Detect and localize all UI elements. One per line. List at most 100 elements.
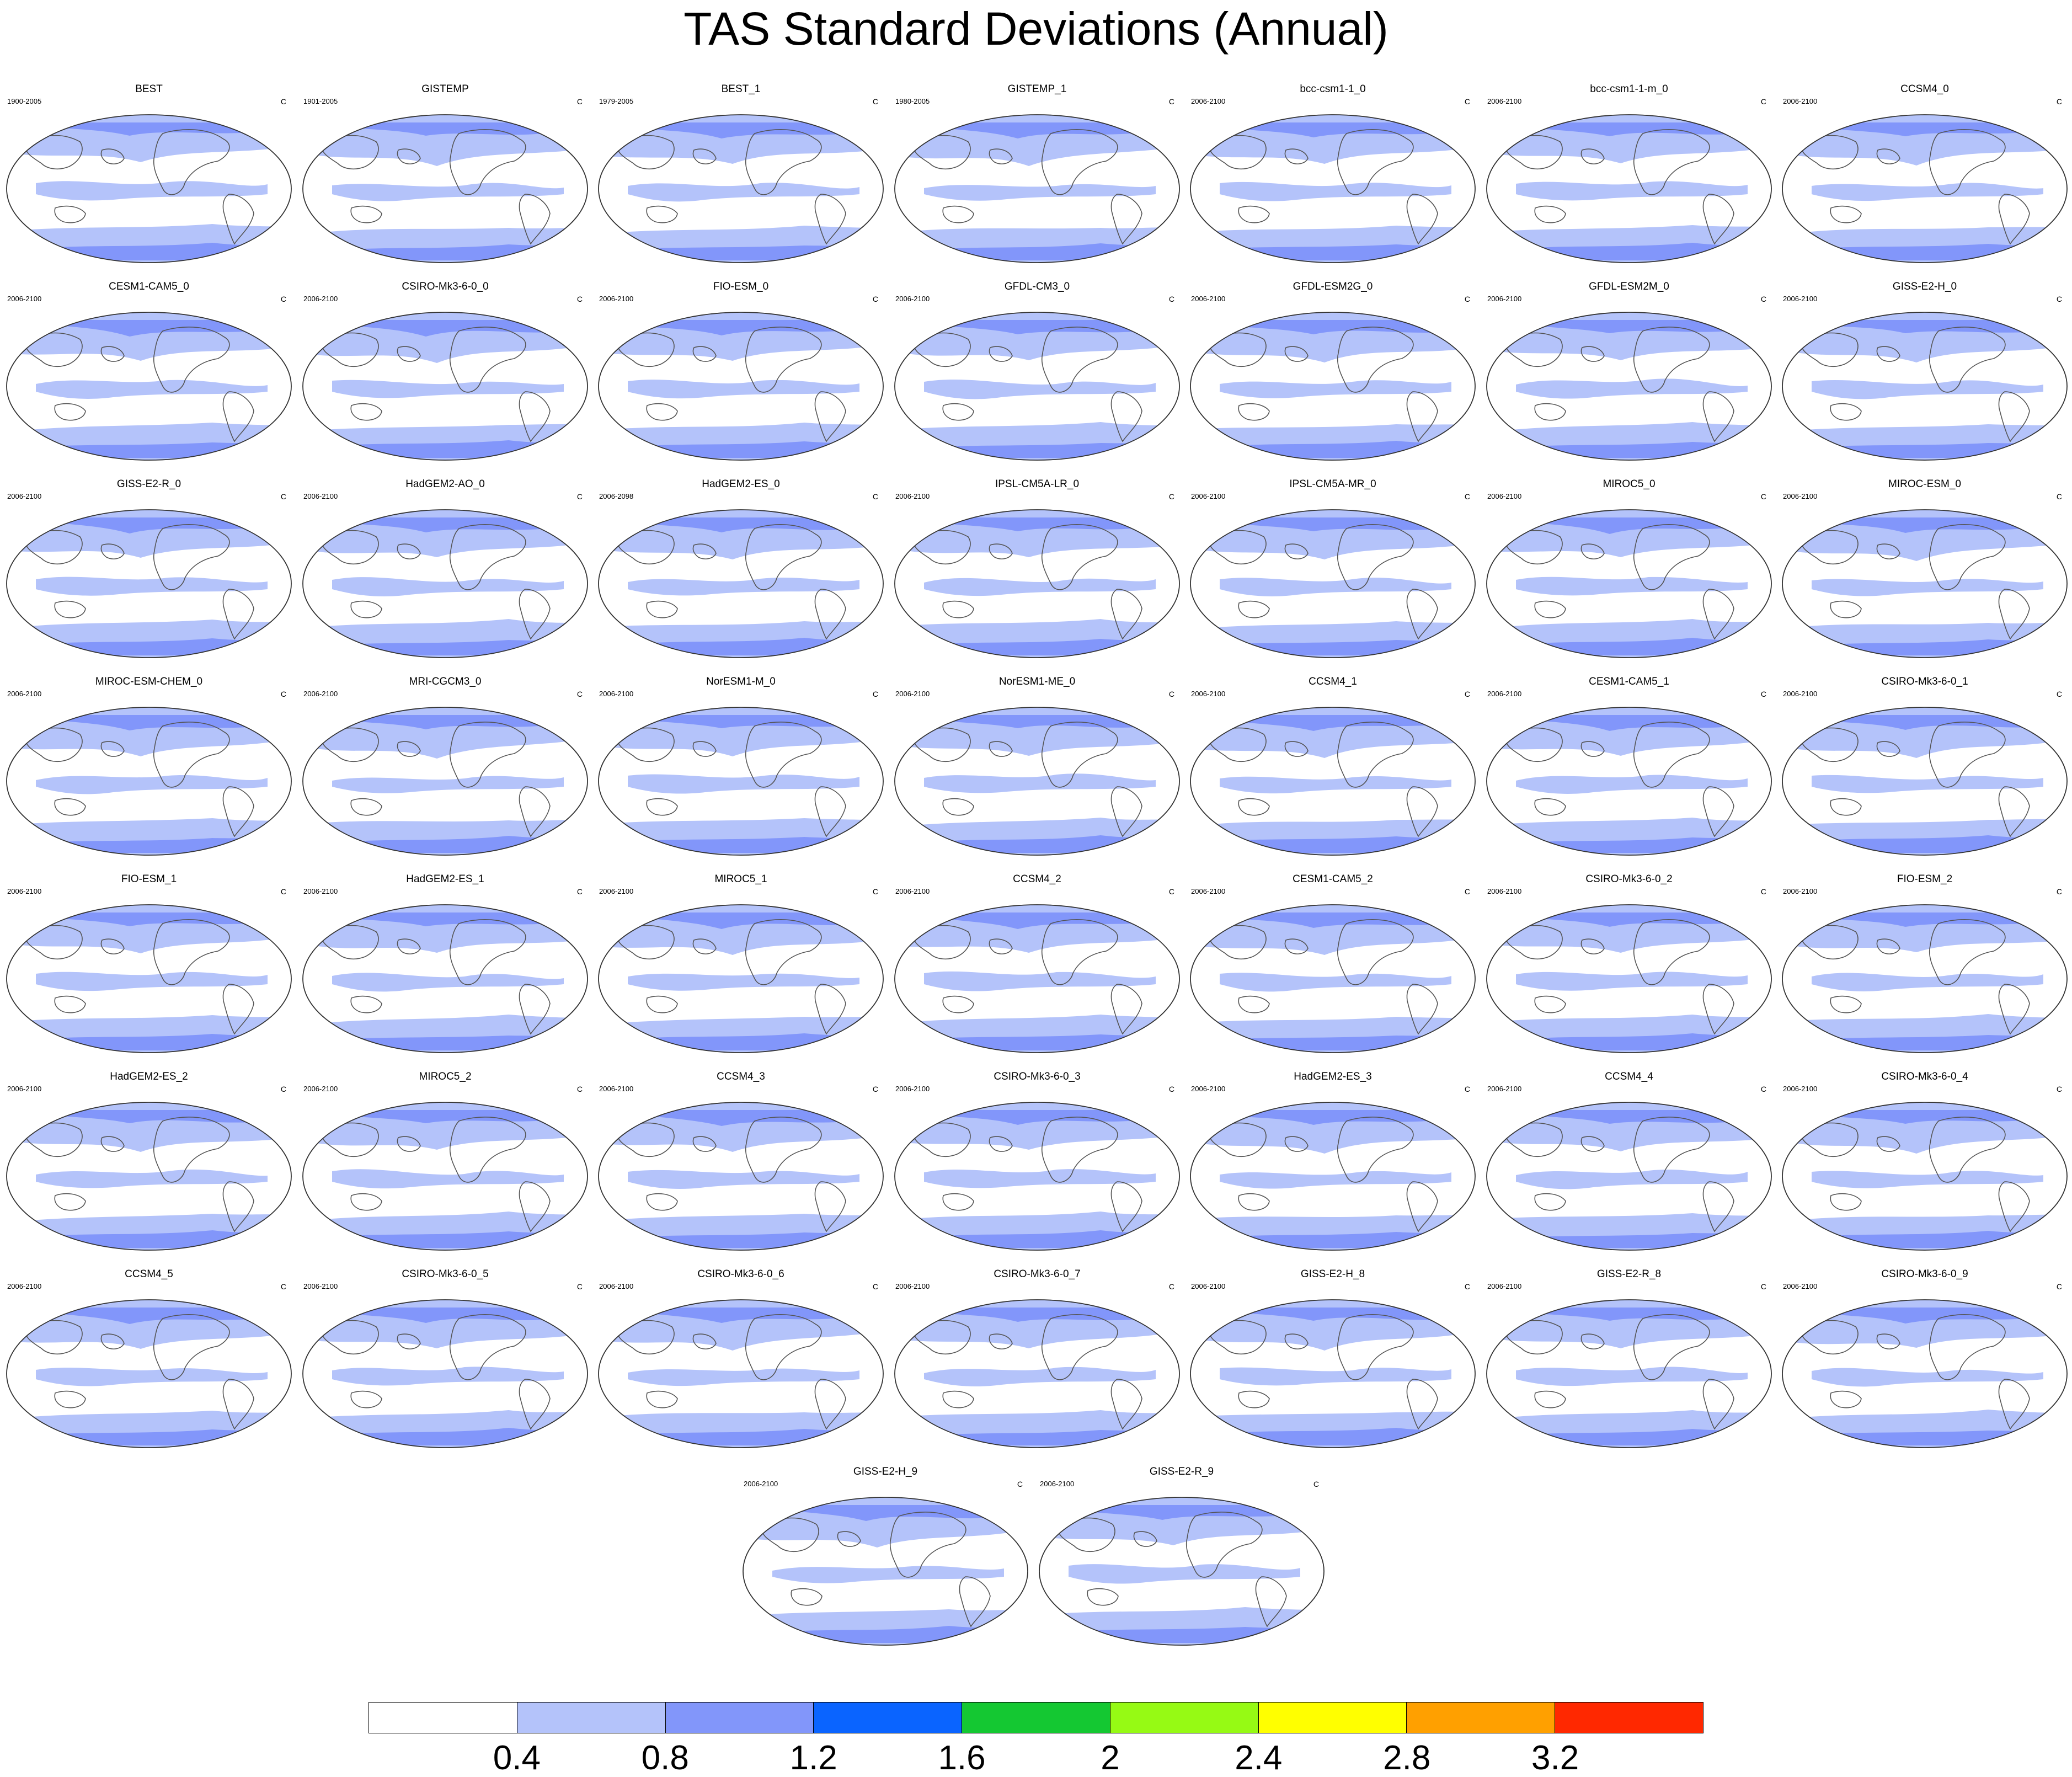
land-outline — [1041, 1314, 1118, 1380]
land-outline — [519, 194, 551, 245]
world-map — [302, 312, 588, 461]
panel-units: C — [1464, 1085, 1470, 1093]
panel-model-name: CCSM4_4 — [1605, 1071, 1653, 1082]
contour-band — [1220, 380, 1451, 398]
land-outline — [1876, 938, 1900, 954]
land-outline — [692, 1136, 717, 1152]
panel-units: C — [576, 887, 583, 896]
land-outline — [1876, 346, 1900, 362]
land-outline — [321, 1122, 379, 1157]
world-map — [6, 1102, 292, 1251]
panel-period: 2006-2100 — [1487, 690, 1522, 698]
map-border — [894, 1102, 1180, 1251]
contour-band — [1790, 319, 2038, 333]
land-outline — [1337, 919, 1414, 985]
land-outline — [54, 600, 86, 618]
land-outline — [1830, 1193, 1862, 1211]
map-border — [1782, 904, 2068, 1053]
land-outline — [646, 600, 678, 618]
panel-units: C — [2056, 97, 2062, 106]
contour-band — [628, 1170, 859, 1189]
map-panel: GISS-E2-H_9 2006-2100 C — [739, 1466, 1032, 1648]
map-border — [6, 312, 292, 461]
land-outline — [1580, 148, 1605, 164]
world-map — [1486, 707, 1772, 856]
map-panel: CESM1-CAM5_0 2006-2100 C — [3, 281, 295, 463]
panel-period: 2006-2100 — [895, 1282, 930, 1290]
land-outline — [519, 391, 551, 442]
panel-model-name: CESM1-CAM5_0 — [109, 281, 189, 292]
panel-model-name: CSIRO-Mk3-6-0_2 — [1585, 873, 1673, 885]
panel-units: C — [872, 492, 878, 501]
land-outline — [1255, 1576, 1287, 1627]
contour-band — [628, 774, 859, 794]
panel-model-name: CCSM4_0 — [1900, 83, 1949, 95]
panel-period: 2006-2100 — [1191, 97, 1226, 105]
land-outline — [222, 1379, 254, 1430]
world-map — [894, 707, 1180, 856]
colorbar-swatches — [369, 1702, 1703, 1733]
land-outline — [942, 798, 974, 816]
contour-band — [36, 775, 268, 794]
panel-model-name: GISTEMP — [421, 83, 469, 95]
land-outline — [989, 148, 1013, 164]
panel-model-name: MIROC5_1 — [714, 873, 767, 885]
land-outline — [24, 135, 83, 170]
panel-units: C — [2056, 1282, 2062, 1291]
panel-model-name: bcc-csm1-1-m_0 — [1590, 83, 1668, 95]
map-panel: CCSM4_2 2006-2100 C — [891, 873, 1183, 1056]
land-outline — [1504, 332, 1563, 367]
map-panel: HadGEM2-ES_3 2006-2100 C — [1187, 1071, 1479, 1253]
map-panel: CSIRO-Mk3-6-0_1 2006-2100 C — [1779, 676, 2071, 858]
world-map — [1782, 904, 2068, 1053]
panel-model-name: CSIRO-Mk3-6-0_4 — [1881, 1071, 1968, 1082]
panel-period: 2006-2100 — [1487, 295, 1522, 303]
land-outline — [153, 129, 230, 195]
land-outline — [1534, 1193, 1566, 1211]
map-border — [302, 312, 588, 461]
land-outline — [100, 346, 125, 362]
panel-model-name: FIO-ESM_2 — [1897, 873, 1953, 885]
land-outline — [321, 332, 379, 367]
land-outline — [449, 722, 526, 788]
map-border — [598, 312, 884, 461]
panel-units: C — [576, 97, 583, 106]
land-outline — [350, 205, 382, 223]
land-outline — [1504, 1122, 1563, 1157]
land-outline — [321, 727, 379, 762]
land-outline — [1633, 129, 1710, 195]
land-outline — [1041, 722, 1118, 788]
land-outline — [1998, 391, 2030, 442]
contour-band — [1812, 579, 2043, 596]
land-outline — [1406, 589, 1438, 640]
world-map — [1190, 1102, 1476, 1251]
panel-period: 2006-2100 — [1487, 1085, 1522, 1093]
land-outline — [350, 1390, 382, 1408]
land-outline — [54, 1193, 86, 1211]
panel-model-name: CSIRO-Mk3-6-0_5 — [402, 1268, 489, 1280]
land-outline — [1929, 1117, 2006, 1183]
land-outline — [1929, 722, 2006, 788]
land-outline — [1800, 925, 1859, 960]
map-panel: FIO-ESM_1 2006-2100 C — [3, 873, 295, 1056]
land-outline — [745, 524, 822, 590]
land-outline — [1580, 741, 1605, 757]
map-border — [894, 312, 1180, 461]
map-border — [1486, 1299, 1772, 1448]
panel-model-name: CESM1-CAM5_2 — [1293, 873, 1373, 885]
land-outline — [350, 1193, 382, 1211]
land-outline — [1337, 327, 1414, 393]
map-border — [6, 707, 292, 856]
world-map — [1782, 509, 2068, 658]
panel-units: C — [280, 295, 286, 303]
colorbar-swatch — [517, 1703, 666, 1733]
world-map — [1190, 1299, 1476, 1448]
map-border — [1782, 312, 2068, 461]
map-panel: NorESM1-M_0 2006-2100 C — [595, 676, 887, 858]
land-outline — [616, 332, 675, 367]
land-outline — [321, 925, 379, 960]
contour-band — [36, 972, 268, 991]
land-outline — [519, 1379, 551, 1430]
land-outline — [616, 1320, 675, 1355]
land-outline — [1337, 1117, 1414, 1183]
